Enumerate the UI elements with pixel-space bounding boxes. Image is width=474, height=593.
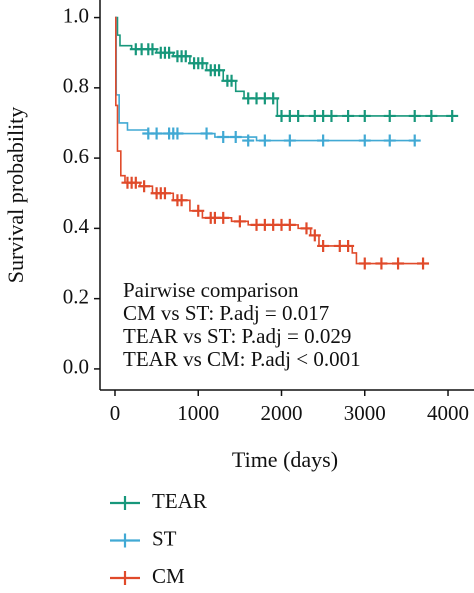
censor-mark (292, 109, 305, 122)
censor-mark (146, 43, 159, 56)
censor-mark (258, 134, 271, 147)
censor-mark (425, 109, 438, 122)
y-tick-label: 0.8 (63, 74, 89, 98)
censor-mark (163, 46, 176, 59)
censor-mark (158, 187, 171, 200)
censor-mark (408, 134, 421, 147)
censor-mark (325, 109, 338, 122)
y-tick-label: 0.6 (63, 144, 89, 168)
legend-label: CM (152, 564, 185, 588)
censor-mark (342, 239, 355, 252)
censor-mark (233, 215, 246, 228)
censor-mark (225, 74, 238, 87)
y-tick-label: 0.2 (63, 284, 89, 308)
y-axis-label: Survival probability (3, 107, 28, 284)
y-tick-label: 0.4 (63, 214, 90, 238)
censor-mark (300, 222, 313, 235)
censor-mark (242, 134, 255, 147)
survival-curve (114, 16, 457, 117)
y-tick-label: 0.0 (63, 355, 89, 379)
x-tick-label: 4000 (427, 401, 469, 425)
legend-label: TEAR (152, 489, 207, 513)
x-tick-label: 0 (110, 401, 121, 425)
x-tick-label: 2000 (261, 401, 303, 425)
censor-mark (392, 257, 405, 270)
censor-mark (283, 134, 296, 147)
censor-mark (283, 218, 296, 231)
censor-mark (175, 194, 188, 207)
x-axis-label: Time (days) (232, 447, 338, 472)
censor-mark (171, 127, 184, 140)
censor-mark (138, 180, 151, 193)
censor-mark (417, 257, 430, 270)
censor-mark (150, 127, 163, 140)
censor-mark (267, 92, 280, 105)
censor-mark (308, 229, 321, 242)
censor-mark (342, 109, 355, 122)
annotation: Pairwise comparison (123, 278, 299, 302)
censor-mark (358, 257, 371, 270)
legend-marker (110, 533, 140, 548)
y-tick-label: 1.0 (63, 3, 89, 27)
censor-mark (317, 134, 330, 147)
censor-mark (179, 50, 192, 63)
censor-mark (200, 127, 213, 140)
censor-mark (317, 239, 330, 252)
legend-label: ST (152, 526, 177, 550)
legend-marker (110, 571, 140, 585)
annotation: TEAR vs CM: P.adj < 0.001 (123, 347, 361, 371)
censor-mark (129, 176, 142, 189)
annotation: TEAR vs ST: P.adj = 0.029 (123, 324, 351, 348)
censor-mark (213, 64, 226, 77)
censor-mark (358, 109, 371, 122)
censor-mark (383, 134, 396, 147)
x-tick-label: 1000 (177, 401, 219, 425)
censor-mark (383, 109, 396, 122)
x-tick-label: 3000 (344, 401, 386, 425)
annotation: CM vs ST: P.adj = 0.017 (123, 301, 329, 325)
censor-mark (192, 204, 205, 217)
censor-mark (375, 257, 388, 270)
censor-mark (217, 211, 230, 224)
survival-curve (114, 16, 419, 142)
censor-mark (446, 109, 459, 122)
censor-mark (217, 131, 230, 144)
legend-marker (110, 496, 140, 510)
censor-mark (196, 57, 209, 70)
censor-mark (408, 109, 421, 122)
censor-mark (229, 131, 242, 144)
censor-mark (358, 134, 371, 147)
